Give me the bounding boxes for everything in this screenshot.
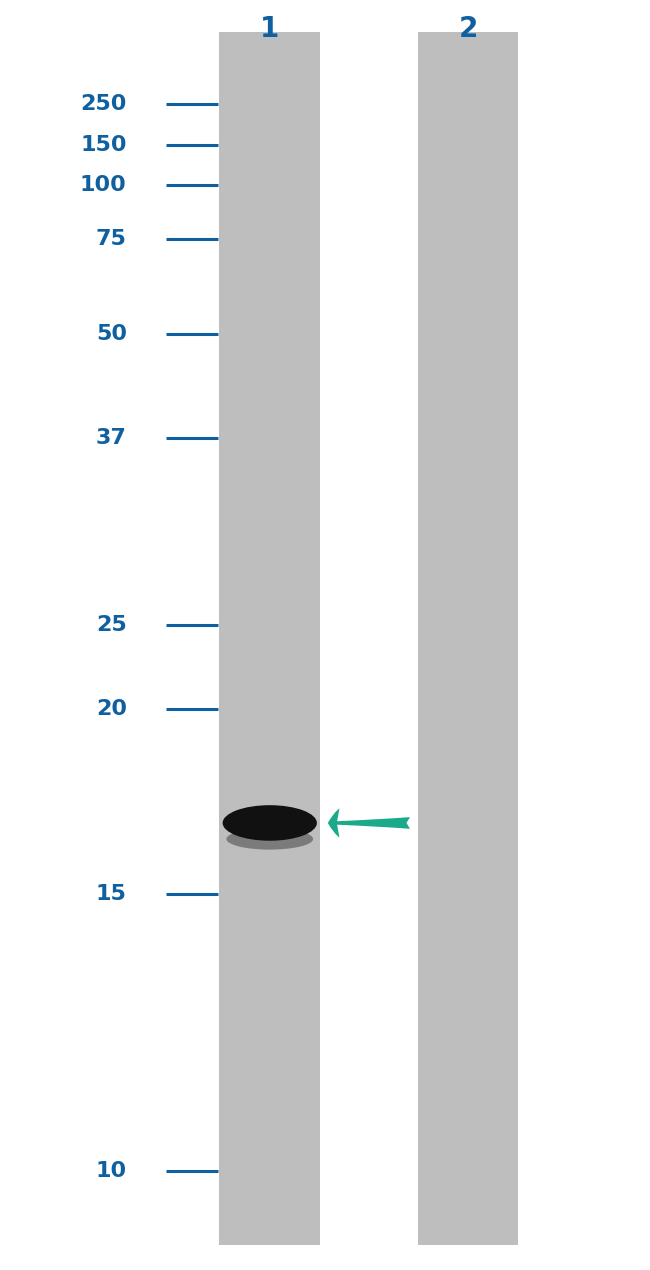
Text: 1: 1 [260,15,280,43]
Text: 250: 250 [81,94,127,114]
Text: 15: 15 [96,884,127,904]
Bar [219,32,320,1245]
Text: 150: 150 [80,135,127,155]
Text: 10: 10 [96,1161,127,1181]
Ellipse shape [226,828,313,850]
Text: 50: 50 [96,324,127,344]
Bar [417,32,519,1245]
Text: 100: 100 [80,175,127,196]
Text: 25: 25 [96,615,127,635]
Text: 20: 20 [96,698,127,719]
Text: 37: 37 [96,428,127,448]
Ellipse shape [222,805,317,841]
Text: 2: 2 [458,15,478,43]
Text: 75: 75 [96,229,127,249]
